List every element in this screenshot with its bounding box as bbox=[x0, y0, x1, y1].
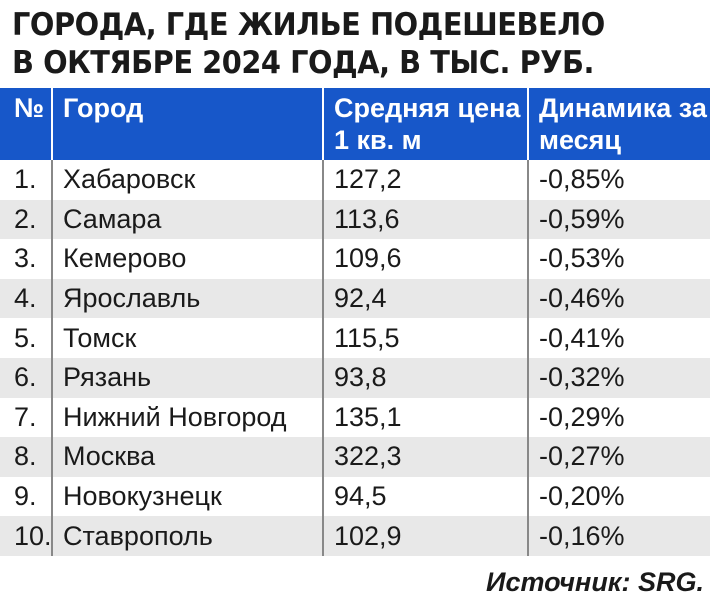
table-cell: 3. bbox=[14, 243, 37, 274]
table-cell: 8. bbox=[0, 437, 52, 477]
table-cell: 7. bbox=[14, 401, 37, 432]
table-cell: -0,46% bbox=[527, 278, 710, 319]
table-row: 3. Кемерово 109,6 -0,53% bbox=[0, 239, 710, 279]
table-cell: Хабаровск bbox=[51, 160, 323, 200]
table-cell: Рязань bbox=[51, 357, 323, 398]
table-cell: -0,20% bbox=[527, 476, 710, 517]
table-cell: 102,9 bbox=[322, 516, 528, 556]
table-row: 5. Томск 115,5 -0,41% bbox=[0, 318, 710, 358]
header-cell: Динамика за месяц bbox=[527, 88, 710, 160]
table-cell: Нижний Новгород bbox=[51, 397, 323, 438]
table-cell: 10. bbox=[0, 516, 52, 556]
table-cell: Новокузнецк bbox=[51, 476, 323, 517]
table-cell: 322,3 bbox=[322, 437, 528, 477]
table-cell: -0,32% bbox=[527, 357, 710, 398]
table-cell: 135,1 bbox=[322, 397, 528, 438]
table-cell: 127,2 bbox=[322, 160, 528, 200]
table-cell: Ставрополь bbox=[51, 516, 323, 556]
header-row: № Город Средняя цена 1 кв. м Динамика за ме… bbox=[0, 88, 710, 160]
table-cell: -0,16% bbox=[527, 516, 710, 556]
table-cell: Томск bbox=[51, 318, 323, 358]
title: ГОРОДА, ГДЕ ЖИЛЬЕ ПОДЕШЕВЕЛО В ОКТЯБРЕ 2… bbox=[12, 6, 605, 82]
table-cell: 4. bbox=[0, 278, 52, 319]
table-cell: 92,4 bbox=[322, 278, 528, 319]
table-cell: 1. bbox=[14, 164, 37, 195]
table-cell: 109,6 bbox=[322, 239, 528, 279]
title-line: ГОРОДА, ГДЕ ЖИЛЬЕ ПОДЕШЕВЕЛО bbox=[12, 7, 605, 43]
table-cell: Москва bbox=[51, 437, 323, 477]
table-cell: Самара bbox=[51, 199, 323, 240]
table-cell: 5. bbox=[14, 322, 37, 353]
table-cell: 9. bbox=[14, 481, 37, 512]
title-line: В ОКТЯБРЕ 2024 ГОДА, В ТЫС. РУБ. bbox=[12, 45, 595, 81]
table-row: 9. Новокузнецк 94,5 -0,20% bbox=[0, 476, 710, 517]
header-cell: № bbox=[0, 88, 52, 160]
table-cell: 94,5 bbox=[322, 476, 528, 517]
table-cell: 115,5 bbox=[322, 318, 528, 358]
table-cell: 2. bbox=[0, 199, 52, 240]
table-cell: -0,59% bbox=[527, 199, 710, 240]
header-cell: Город bbox=[51, 88, 323, 160]
table-cell: 93,8 bbox=[322, 357, 528, 398]
table-cell: Ярославль bbox=[51, 278, 323, 319]
table-cell: -0,85% bbox=[527, 160, 710, 200]
header-cell: Средняя цена 1 кв. м bbox=[322, 88, 528, 160]
table-row: 1. Хабаровск 127,2 -0,85% bbox=[0, 160, 710, 200]
table-cell: 6. bbox=[0, 357, 52, 398]
table-body: 1. Хабаровск 127,2 -0,85% 2. Самара 113,6 -0,59… bbox=[0, 160, 710, 556]
table-cell: Кемерово bbox=[51, 239, 323, 279]
table-cell: -0,27% bbox=[527, 437, 710, 477]
table-row: 7. Нижний Новгород 135,1 -0,29% bbox=[0, 397, 710, 438]
table-row: 6. Рязань 93,8 -0,32% bbox=[0, 357, 710, 398]
table-cell: 113,6 bbox=[322, 199, 528, 240]
table-row: 8. Москва 322,3 -0,27% bbox=[0, 437, 710, 477]
table-row: 4. Ярославль 92,4 -0,46% bbox=[0, 278, 710, 319]
table-cell: -0,29% bbox=[527, 397, 710, 438]
table: № Город Средняя цена 1 кв. м Динамика за ме… bbox=[0, 88, 710, 556]
table-cell: -0,41% bbox=[527, 318, 710, 358]
table-cell: -0,53% bbox=[527, 239, 710, 279]
source: Источник: SRG. bbox=[486, 567, 704, 597]
table-row: 2. Самара 113,6 -0,59% bbox=[0, 199, 710, 240]
table-row: 10. Ставрополь 102,9 -0,16% bbox=[0, 516, 710, 556]
